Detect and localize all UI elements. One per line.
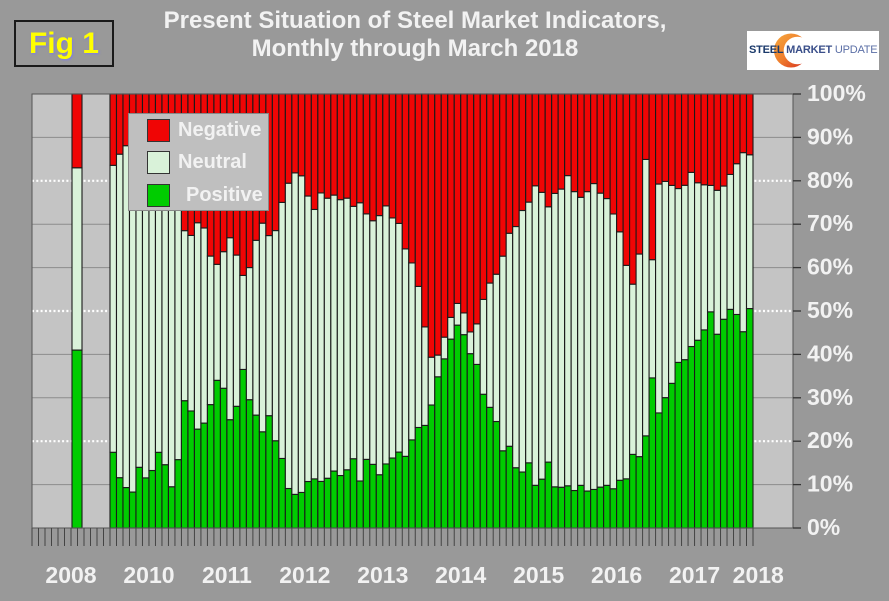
svg-text:30%: 30% <box>807 384 853 410</box>
svg-text:90%: 90% <box>807 123 853 149</box>
svg-text:2014: 2014 <box>435 562 486 588</box>
svg-text:2012: 2012 <box>279 562 330 588</box>
svg-text:2010: 2010 <box>123 562 174 588</box>
svg-text:2017: 2017 <box>669 562 720 588</box>
svg-text:2015: 2015 <box>513 562 564 588</box>
svg-text:40%: 40% <box>807 340 853 366</box>
svg-text:10%: 10% <box>807 471 853 497</box>
svg-text:2013: 2013 <box>357 562 408 588</box>
svg-text:2011: 2011 <box>202 562 252 588</box>
svg-text:50%: 50% <box>807 297 853 323</box>
svg-text:20%: 20% <box>807 427 853 453</box>
svg-text:100%: 100% <box>807 80 866 106</box>
svg-text:70%: 70% <box>807 210 853 236</box>
svg-text:80%: 80% <box>807 167 853 193</box>
svg-text:2008: 2008 <box>45 562 96 588</box>
svg-text:0%: 0% <box>807 514 840 540</box>
svg-text:2016: 2016 <box>591 562 642 588</box>
svg-text:60%: 60% <box>807 254 853 280</box>
svg-text:2018: 2018 <box>733 562 784 588</box>
